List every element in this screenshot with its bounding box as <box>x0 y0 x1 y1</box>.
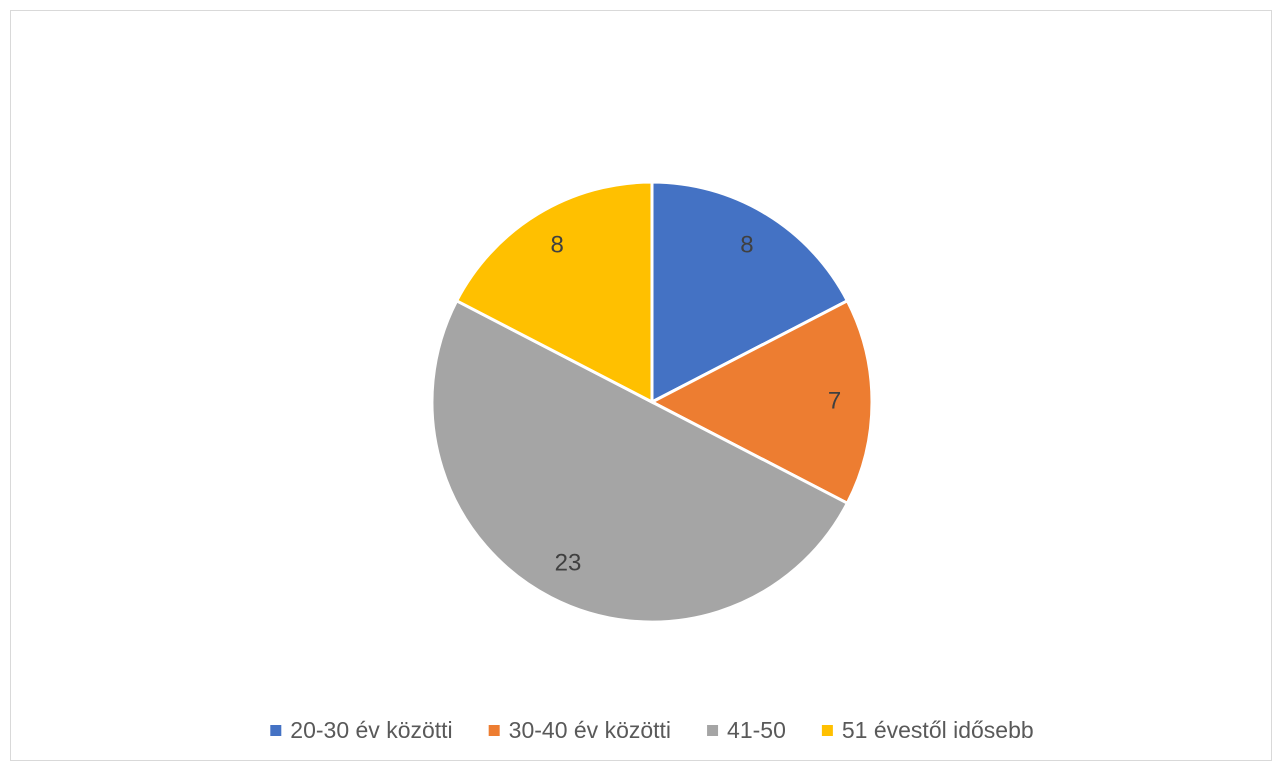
data-label: 8 <box>740 231 753 258</box>
legend-label: 51 évestől idősebb <box>842 717 1034 743</box>
pie-slice <box>650 180 850 405</box>
legend-marker <box>821 725 833 736</box>
legend-label: 20-30 év közötti <box>290 717 452 743</box>
legend-marker <box>488 725 500 736</box>
legend-marker <box>270 725 282 736</box>
legend-label: 30-40 év közötti <box>509 717 671 743</box>
data-label: 7 <box>828 387 841 414</box>
pie-slice <box>454 180 654 405</box>
legend-label: 41-50 <box>727 717 786 743</box>
legend-marker <box>707 725 719 736</box>
data-label: 8 <box>550 231 563 258</box>
pie-slice <box>648 298 874 506</box>
pie-slice <box>430 298 850 624</box>
data-label: 23 <box>555 549 582 576</box>
